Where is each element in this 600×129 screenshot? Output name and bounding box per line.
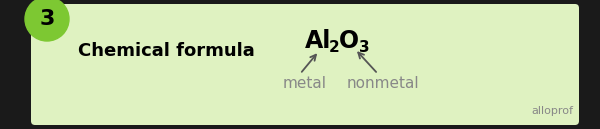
- Text: 2: 2: [329, 39, 340, 54]
- Circle shape: [25, 0, 69, 41]
- FancyBboxPatch shape: [31, 4, 579, 125]
- Text: metal: metal: [283, 76, 327, 91]
- Text: Chemical formula: Chemical formula: [78, 42, 255, 60]
- Text: alloprof: alloprof: [531, 106, 573, 116]
- Text: nonmetal: nonmetal: [347, 76, 419, 91]
- Text: Al: Al: [305, 29, 331, 53]
- Text: 3: 3: [40, 9, 55, 29]
- Text: 3: 3: [359, 39, 370, 54]
- Text: O: O: [339, 29, 359, 53]
